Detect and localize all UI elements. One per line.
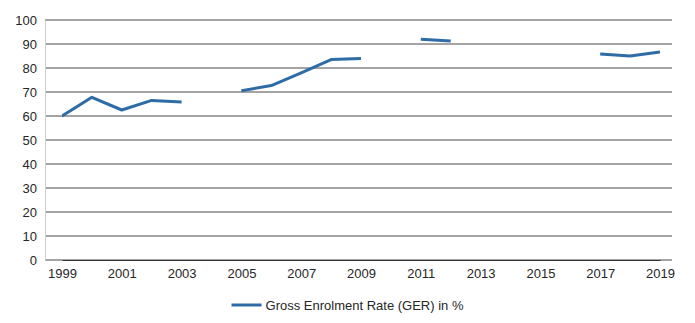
chart: 0 10 20 30 40 50 60 70 80 90 100 1999 2001 2003 2005 20… <box>0 0 695 323</box>
x-tick: 2019 <box>646 260 675 281</box>
grid-line <box>45 44 672 45</box>
y-tick: 20 <box>23 205 45 220</box>
y-tick: 50 <box>23 133 45 148</box>
x-axis: 1999 2001 2003 2005 2007 2009 2011 2013 2015 2017… <box>48 260 675 281</box>
y-axis: 0 10 20 30 40 50 60 70 80 90 100 <box>15 13 45 268</box>
y-tick-label: 0 <box>30 253 37 268</box>
x-tick-label: 1999 <box>48 266 77 281</box>
y-tick: 60 <box>23 109 45 124</box>
legend-label: Gross Enrolment Rate (GER) in % <box>266 298 464 313</box>
x-tick: 2007 <box>287 260 316 281</box>
x-tick: 2005 <box>227 260 256 281</box>
y-tick-label: 40 <box>23 157 37 172</box>
y-tick: 80 <box>23 61 45 76</box>
x-tick: 2017 <box>586 260 615 281</box>
x-tick-label: 2005 <box>227 266 256 281</box>
x-tick: 1999 <box>48 260 77 281</box>
x-axis-line <box>63 260 661 261</box>
x-tick-label: 2007 <box>287 266 316 281</box>
grid <box>45 20 672 260</box>
y-tick-label: 90 <box>23 37 37 52</box>
x-tick-label: 2015 <box>526 266 555 281</box>
legend-item: Gross Enrolment Rate (GER) in % <box>232 298 464 313</box>
y-tick-label: 10 <box>23 229 37 244</box>
series-line <box>62 39 660 116</box>
x-tick: 2013 <box>467 260 496 281</box>
x-tick-label: 2013 <box>467 266 496 281</box>
y-tick-label: 60 <box>23 109 37 124</box>
y-tick: 70 <box>23 85 45 100</box>
x-tick-label: 2009 <box>347 266 376 281</box>
grid-line <box>45 92 672 93</box>
x-tick-label: 2001 <box>108 266 137 281</box>
grid-line <box>45 68 672 69</box>
x-tick-label: 2019 <box>646 266 675 281</box>
y-tick: 100 <box>15 13 45 28</box>
grid-line <box>45 116 672 117</box>
y-tick-label: 100 <box>15 13 37 28</box>
grid-line <box>45 236 672 237</box>
legend: Gross Enrolment Rate (GER) in % <box>232 298 464 313</box>
y-tick: 90 <box>23 37 45 52</box>
grid-line <box>45 164 672 165</box>
y-tick-label: 80 <box>23 61 37 76</box>
x-tick-label: 2003 <box>168 266 197 281</box>
y-tick: 30 <box>23 181 45 196</box>
x-tick-label: 2011 <box>407 266 435 281</box>
grid-line <box>45 260 672 261</box>
y-tick-label: 30 <box>23 181 37 196</box>
y-tick: 40 <box>23 157 45 172</box>
grid-line <box>45 20 672 21</box>
x-tick: 2011 <box>407 260 435 281</box>
x-tick: 2001 <box>108 260 137 281</box>
y-tick: 0 <box>30 253 45 268</box>
x-tick: 2009 <box>347 260 376 281</box>
plot-area <box>62 39 660 116</box>
x-tick: 2015 <box>526 260 555 281</box>
y-axis-line <box>45 21 46 261</box>
y-tick-label: 50 <box>23 133 37 148</box>
grid-line <box>45 188 672 189</box>
x-tick: 2003 <box>168 260 197 281</box>
legend-swatch <box>232 304 262 307</box>
y-tick-label: 70 <box>23 85 37 100</box>
y-tick: 10 <box>23 229 45 244</box>
y-tick-label: 20 <box>23 205 37 220</box>
grid-line <box>45 140 672 141</box>
x-tick-label: 2017 <box>586 266 615 281</box>
grid-line <box>45 212 672 213</box>
